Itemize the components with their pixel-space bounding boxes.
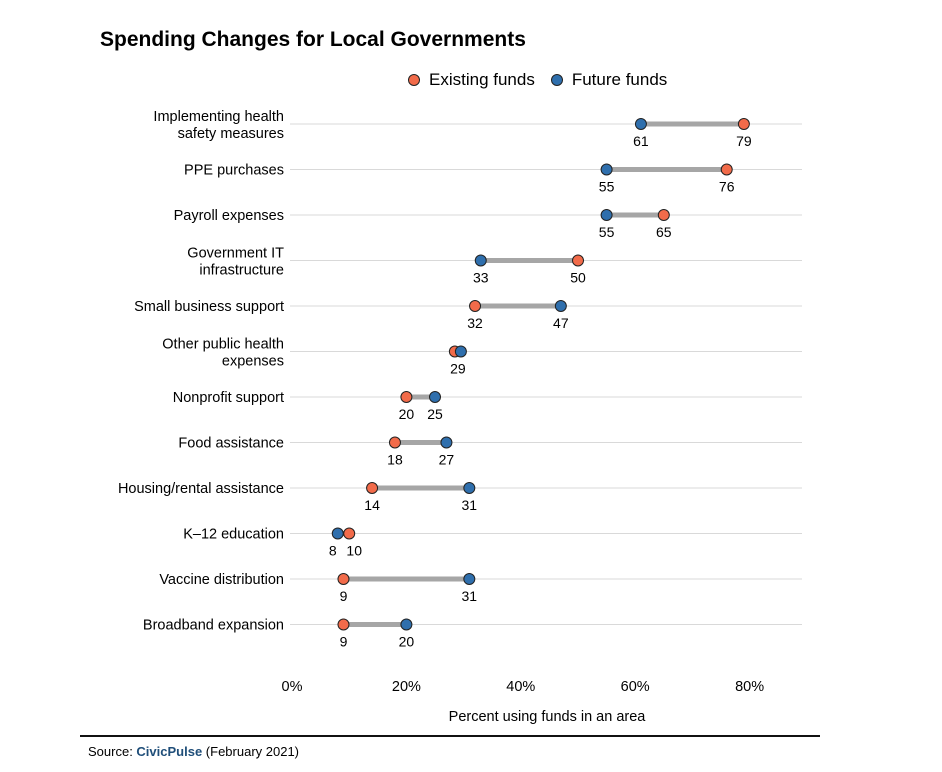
legend-item-existing: Existing funds: [408, 70, 535, 90]
future-funds-point: [463, 482, 476, 494]
data-label: 50: [570, 270, 586, 286]
category-label: Government IT: [187, 246, 284, 262]
x-tick-label: 60%: [621, 679, 650, 695]
legend-item-future: Future funds: [550, 70, 668, 90]
data-label: 55: [599, 179, 615, 195]
future-funds-point: [474, 254, 487, 267]
future-funds-point: [440, 436, 453, 449]
category-label: expenses: [222, 354, 284, 370]
category-label: Broadband expansion: [143, 618, 284, 634]
future-funds-point: [331, 527, 344, 540]
data-label: 31: [462, 497, 478, 513]
existing-funds-point: [343, 527, 356, 540]
data-label: 18: [387, 452, 403, 468]
future-funds-point: [463, 573, 476, 585]
data-label: 32: [467, 315, 483, 331]
x-tick-label: 20%: [392, 679, 421, 695]
data-label: 10: [346, 543, 362, 559]
source-brand: CivicPulse: [136, 744, 203, 759]
legend-label-existing: Existing funds: [429, 70, 535, 89]
x-axis-label: Percent using funds in an area: [449, 709, 647, 725]
category-label: Nonprofit support: [173, 390, 284, 406]
category-label: K–12 education: [183, 527, 284, 543]
source-prefix: Source:: [88, 744, 137, 759]
data-label: 25: [427, 406, 443, 422]
data-label: 14: [364, 497, 380, 513]
category-label: Vaccine distribution: [159, 572, 284, 588]
existing-funds-point: [400, 391, 413, 403]
legend: Existing funds Future funds: [408, 70, 683, 90]
existing-funds-point: [469, 300, 482, 312]
future-funds-point: [634, 118, 647, 130]
existing-funds-marker-icon: [408, 74, 420, 86]
source-note: Source: CivicPulse (February 2021): [88, 744, 299, 759]
data-label: 20: [399, 406, 415, 422]
x-tick-label: 80%: [735, 679, 764, 695]
category-label: infrastructure: [199, 263, 284, 279]
category-label: Implementing health: [153, 109, 284, 125]
future-funds-point: [554, 300, 567, 312]
data-label: 65: [656, 224, 672, 240]
future-funds-marker-icon: [550, 74, 563, 86]
data-label: 47: [553, 315, 569, 331]
category-label: Small business support: [134, 299, 284, 315]
existing-funds-point: [657, 209, 670, 221]
future-funds-point: [400, 618, 413, 631]
existing-funds-point: [337, 573, 350, 585]
data-label: 29: [450, 361, 466, 377]
future-funds-point: [600, 163, 613, 176]
category-label: Payroll expenses: [174, 208, 284, 224]
future-funds-point: [454, 345, 467, 358]
category-label: PPE purchases: [184, 163, 284, 179]
data-label: 9: [340, 588, 348, 604]
source-suffix: (February 2021): [202, 744, 300, 759]
chart-title: Spending Changes for Local Governments: [100, 28, 526, 51]
existing-funds-point: [737, 118, 750, 130]
x-tick-label: 40%: [506, 679, 535, 695]
existing-funds-point: [572, 254, 584, 267]
existing-funds-point: [366, 482, 379, 494]
footer-divider: [80, 735, 820, 737]
data-label: 27: [439, 452, 455, 468]
category-label: Housing/rental assistance: [118, 481, 284, 497]
future-funds-point: [600, 209, 613, 221]
data-label: 33: [473, 270, 489, 286]
data-label: 76: [719, 179, 735, 195]
data-label: 20: [399, 634, 415, 650]
data-label: 55: [599, 224, 615, 240]
data-label: 61: [633, 133, 649, 149]
existing-funds-point: [337, 618, 350, 631]
category-label: Food assistance: [178, 436, 284, 452]
data-label: 31: [462, 588, 478, 604]
existing-funds-point: [720, 163, 733, 176]
existing-funds-point: [388, 436, 401, 449]
data-label: 79: [736, 133, 752, 149]
category-label: safety measures: [178, 126, 284, 142]
data-label: 9: [340, 634, 348, 650]
legend-label-future: Future funds: [571, 70, 668, 89]
category-label: Other public health: [162, 337, 284, 353]
x-tick-label: 0%: [282, 679, 303, 695]
data-label: 8: [329, 543, 337, 559]
future-funds-point: [429, 391, 441, 403]
